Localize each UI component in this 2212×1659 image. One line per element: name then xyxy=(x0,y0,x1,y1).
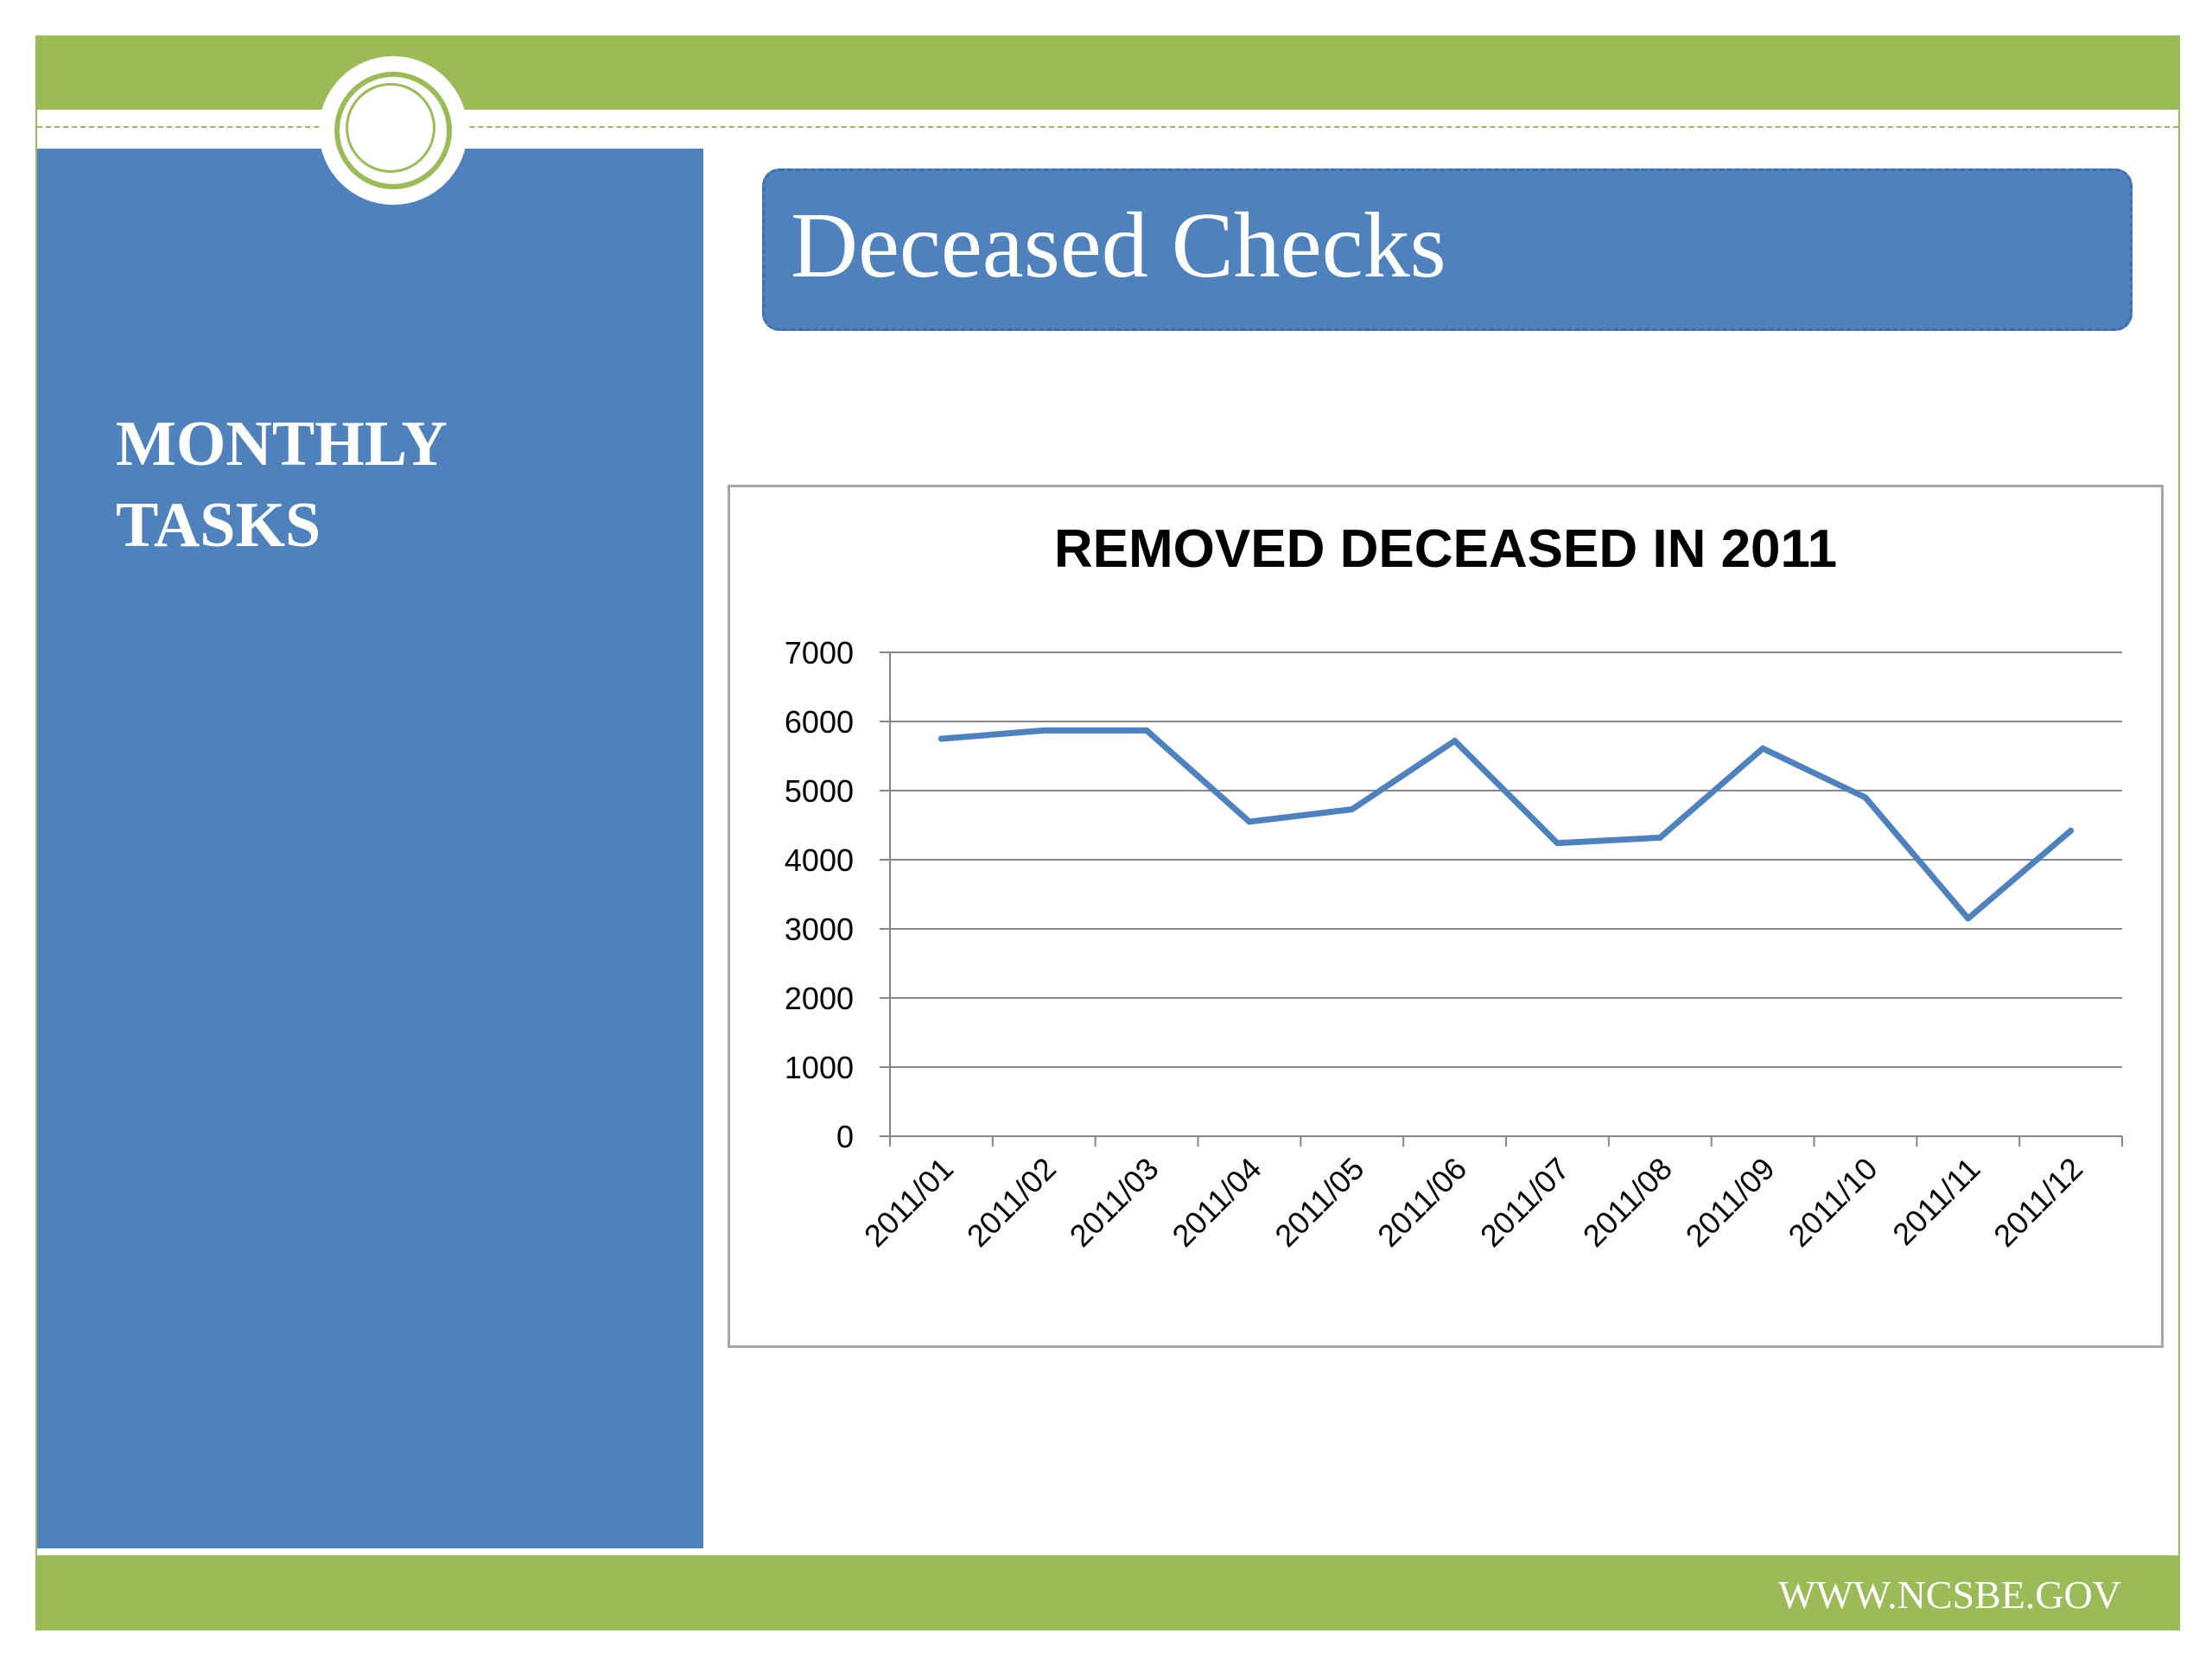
y-tick-label: 0 xyxy=(836,1119,854,1154)
x-tick-label: 2011/02 xyxy=(960,1151,1063,1254)
y-tick-label: 1000 xyxy=(785,1050,854,1085)
x-tick-label: 2011/06 xyxy=(1370,1151,1473,1254)
data-point xyxy=(1862,794,1869,801)
y-axis-ticks: 0 1000 2000 3000 4000 5000 6000 7000 xyxy=(785,635,890,1154)
chart-title: REMOVED DECEASED IN 2011 xyxy=(1054,519,1837,579)
data-point xyxy=(2068,827,2075,834)
footer-url: WWW.NCSBE.GOV xyxy=(1778,1573,2121,1617)
y-tick-label: 7000 xyxy=(785,635,854,671)
chart-frame: REMOVED DECEASED IN 2011 0 1000 2000 3000 40… xyxy=(728,485,2164,1348)
data-point xyxy=(1452,737,1459,744)
section-title-line-2: TASKS xyxy=(116,490,321,561)
data-point xyxy=(1656,834,1663,841)
data-point xyxy=(1349,806,1356,813)
y-tick-label: 6000 xyxy=(785,704,854,740)
title-box: Deceased Checks xyxy=(762,168,2133,331)
data-point xyxy=(1554,840,1560,847)
y-tick-label: 4000 xyxy=(785,842,854,878)
x-tick-label: 2011/10 xyxy=(1781,1151,1884,1254)
data-point xyxy=(938,735,944,742)
data-point xyxy=(1040,727,1047,734)
ring-ornament-icon xyxy=(319,56,467,205)
x-tick-label: 2011/07 xyxy=(1473,1151,1576,1254)
y-tick-label: 5000 xyxy=(785,773,854,809)
x-tick-label: 2011/03 xyxy=(1063,1151,1166,1254)
ring-inner xyxy=(334,72,452,189)
dashed-divider xyxy=(37,126,2178,128)
section-title: MONTHLY TASKS xyxy=(116,404,652,566)
x-tick-label: 2011/11 xyxy=(1885,1151,1986,1252)
x-tick-label: 2011/04 xyxy=(1165,1151,1268,1254)
chart-gridlines xyxy=(890,652,2122,1068)
slide-title: Deceased Checks xyxy=(791,194,1446,297)
y-tick-label: 2000 xyxy=(785,981,854,1016)
data-point xyxy=(1143,727,1150,734)
x-tick-label: 2011/09 xyxy=(1679,1151,1782,1254)
data-point xyxy=(1965,915,1972,922)
section-title-line-1: MONTHLY xyxy=(116,409,448,480)
x-tick-label: 2011/08 xyxy=(1576,1151,1679,1254)
chart-axes xyxy=(889,652,2122,1137)
bottom-banner xyxy=(37,1555,2178,1630)
chart-series xyxy=(938,727,2075,922)
x-tick-label: 2011/05 xyxy=(1268,1151,1370,1254)
left-panel: MONTHLY TASKS xyxy=(37,149,703,1548)
x-tick-label: 2011/12 xyxy=(1986,1151,2089,1254)
slide: MONTHLY TASKS Deceased Checks REMOVED DE… xyxy=(35,35,2180,1630)
series-line xyxy=(938,727,2075,922)
data-point xyxy=(1759,745,1766,752)
x-tick-label: 2011/01 xyxy=(857,1151,960,1254)
x-axis-ticks: 2011/01 2011/02 2011/03 2011/04 2011/05 2011/… xyxy=(857,1136,2123,1254)
data-point xyxy=(1246,818,1253,825)
line-chart: REMOVED DECEASED IN 2011 0 1000 2000 3000 40… xyxy=(785,519,2123,1254)
y-tick-label: 3000 xyxy=(785,912,854,947)
